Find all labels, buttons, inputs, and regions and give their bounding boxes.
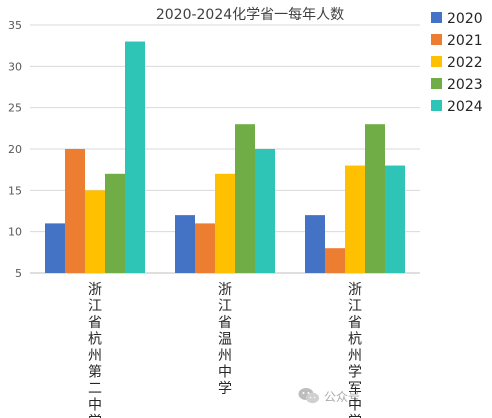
category-char: 学 [88, 414, 102, 418]
y-tick-label: 15 [8, 184, 22, 197]
category-char: 杭 [348, 332, 362, 348]
y-tick-label: 35 [8, 19, 22, 32]
bar-2023-1 [105, 173, 125, 273]
category-char: 二 [88, 381, 102, 397]
bar-2021-2 [195, 223, 215, 273]
legend-swatch-2023 [431, 78, 442, 89]
y-axis-ticks: 5 10 15 20 25 30 35 [8, 19, 22, 280]
bar-2022-2 [215, 173, 235, 273]
legend-swatch-2022 [431, 56, 442, 67]
category-char: 江 [348, 299, 362, 315]
watermark-text: 公众号 [324, 389, 361, 404]
category-char: 中 [218, 365, 232, 381]
bar-2020-3 [305, 215, 325, 273]
category-label: 浙江省杭州学军中学 [348, 282, 362, 418]
legend-label: 2022 [447, 55, 483, 71]
bar-2024-3 [385, 165, 405, 273]
category-char: 军 [348, 381, 362, 397]
legend-label: 2020 [447, 11, 483, 27]
category-char: 省 [88, 315, 102, 331]
y-tick-label: 25 [8, 102, 22, 115]
bars [45, 41, 405, 274]
bar-2022-3 [345, 165, 365, 273]
category-char: 浙 [88, 282, 102, 298]
chart-title: 2020-2024化学省一每年人数 [156, 7, 344, 23]
bar-2024-2 [255, 149, 275, 273]
bar-2020-2 [175, 215, 195, 273]
legend-swatch-2024 [431, 100, 442, 111]
legend: 2020 2021 2022 2023 2024 [431, 11, 483, 115]
bar-2022-1 [85, 190, 105, 273]
category-char: 学 [218, 381, 232, 397]
category-char: 省 [348, 315, 362, 331]
category-char: 州 [348, 348, 362, 364]
category-char: 江 [218, 299, 232, 315]
y-tick-label: 10 [8, 226, 22, 239]
category-char: 第 [88, 364, 102, 381]
category-char: 省 [218, 315, 232, 331]
legend-swatch-2021 [431, 34, 442, 45]
legend-label: 2023 [447, 77, 483, 93]
wechat-icon [298, 388, 319, 404]
bar-2020-1 [45, 223, 65, 273]
category-char: 州 [218, 348, 232, 364]
y-tick-label: 5 [15, 267, 22, 280]
category-label: 浙江省杭州第二中学 [88, 282, 102, 418]
category-char: 中 [348, 398, 362, 414]
category-char: 杭 [88, 332, 102, 348]
legend-swatch-2020 [431, 12, 442, 23]
legend-label: 2021 [447, 33, 483, 49]
category-char: 学 [348, 414, 362, 418]
y-tick-label: 20 [8, 143, 22, 156]
bar-2023-3 [365, 124, 385, 273]
category-char: 中 [88, 398, 102, 414]
category-char: 浙 [218, 282, 232, 298]
bar-2024-1 [125, 41, 145, 274]
bar-2023-2 [235, 124, 255, 273]
category-labels: 浙江省杭州第二中学浙江省温州中学浙江省杭州学军中学 [88, 282, 362, 418]
watermark: 公众号 [298, 384, 378, 408]
bar-2021-3 [325, 248, 345, 273]
category-char: 温 [218, 332, 232, 348]
category-char: 学 [348, 365, 362, 381]
category-char: 浙 [348, 282, 362, 298]
y-tick-label: 30 [8, 60, 22, 73]
category-char: 州 [88, 348, 102, 364]
legend-label: 2024 [447, 99, 483, 115]
category-char: 江 [88, 299, 102, 315]
bar-2021-1 [65, 149, 85, 273]
